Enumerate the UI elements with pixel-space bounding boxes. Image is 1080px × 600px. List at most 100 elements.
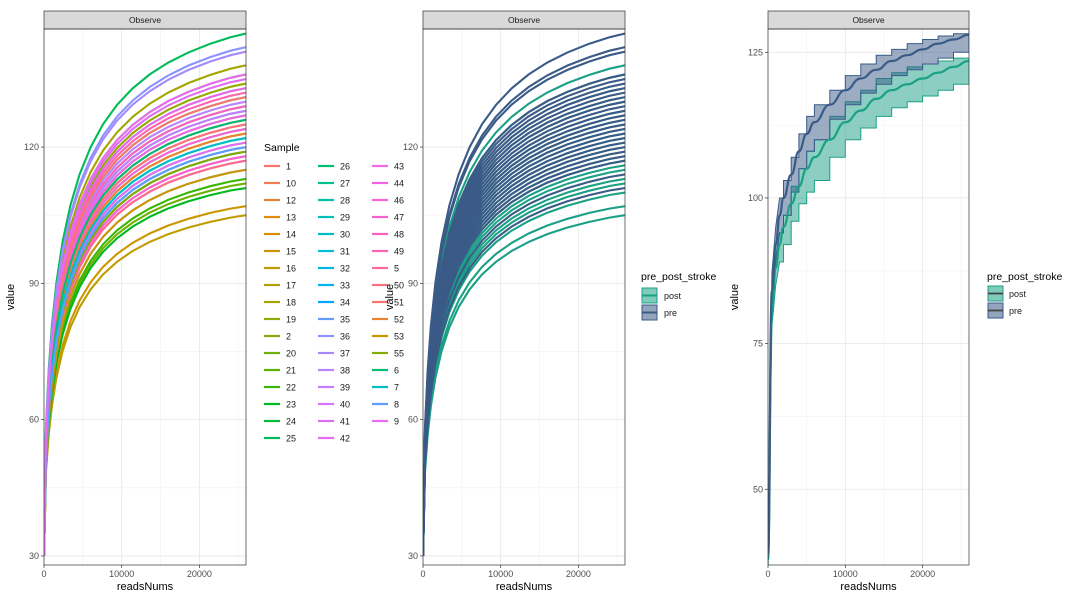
x-tick-label: 20000: [566, 569, 591, 579]
series-line-16: [44, 214, 246, 556]
legend-entry-label: 49: [394, 247, 404, 257]
y-tick-label: 100: [748, 193, 763, 203]
legend-entry-label: 51: [394, 298, 404, 308]
legend-entry-label: 53: [394, 332, 404, 342]
series-lines: [423, 32, 625, 556]
x-tick-label: 20000: [187, 569, 212, 579]
legend-entry-label: 14: [286, 230, 296, 240]
legend-entry-label: 30: [340, 230, 350, 240]
legend-entry-label: 55: [394, 349, 404, 359]
panel-ribbon: Observe 0 10000 20000 50 75 100 125 readsNums val…: [729, 10, 970, 593]
legend-entry-label: 38: [340, 366, 350, 376]
legend-entry-label: 28: [340, 196, 350, 206]
group-line-pre: [423, 32, 625, 556]
legend-entry-label: 15: [286, 247, 296, 257]
legend-entry-label: 23: [286, 400, 296, 410]
legend-entry-label: 31: [340, 247, 350, 257]
legend-entry-label: 21: [286, 366, 296, 376]
x-tick-label: 20000: [910, 569, 935, 579]
legend-entry-label: 41: [340, 417, 350, 427]
legend-entry-label: 36: [340, 332, 350, 342]
legend-entry-label: 48: [394, 230, 404, 240]
y-tick-label: 60: [29, 415, 39, 425]
legend-entry-label: 9: [394, 417, 399, 427]
y-tick-label: 120: [403, 142, 418, 152]
y-tick-label: 50: [753, 484, 763, 494]
x-tick-label: 0: [765, 569, 770, 579]
legend-entry-label: pre: [664, 308, 677, 318]
legend-entry-label: 37: [340, 349, 350, 359]
legend-entry-label: 2: [286, 332, 291, 342]
legend-entry-label: 10: [286, 179, 296, 189]
facet-strip-label: Observe: [508, 15, 540, 25]
legend-entry-label: 8: [394, 400, 399, 410]
legend-entry-label: 27: [340, 179, 350, 189]
legend-entry-label: 39: [340, 383, 350, 393]
y-tick-label: 60: [408, 415, 418, 425]
x-tick-label: 10000: [109, 569, 134, 579]
legend-entry-label: post: [1009, 289, 1027, 299]
y-tick-label: 90: [408, 278, 418, 288]
panel-border: [767, 28, 970, 566]
panel-border: [43, 28, 247, 566]
y-tick-label: 120: [24, 142, 39, 152]
legend-entry-label: 50: [394, 281, 404, 291]
legend-entry-label: 18: [286, 298, 296, 308]
legend-entry-label: 34: [340, 298, 350, 308]
legend-entry-label: 46: [394, 196, 404, 206]
y-tick-label: 90: [29, 278, 39, 288]
x-tick-label: 0: [420, 569, 425, 579]
mean-line-post: [768, 59, 969, 561]
legend-entry-label: 19: [286, 315, 296, 325]
legend-entry-label: 1: [286, 162, 291, 172]
ribbon-pre: [768, 30, 969, 565]
legend-title: pre_post_stroke: [987, 271, 1062, 283]
x-axis-label: readsNums: [117, 581, 174, 593]
legend-entry-label: 12: [286, 196, 296, 206]
legend-entry-label: 44: [394, 179, 404, 189]
y-axis-label: value: [5, 284, 17, 310]
x-tick-label: 10000: [488, 569, 513, 579]
legend-entry-label: 47: [394, 213, 404, 223]
series-line-9: [44, 73, 246, 556]
mean-line-pre: [768, 33, 969, 555]
y-tick-label: 30: [408, 551, 418, 561]
y-axis-label: value: [729, 284, 741, 310]
legend-entry-label: 7: [394, 383, 399, 393]
legend-title: pre_post_stroke: [641, 271, 716, 283]
panel-border: [422, 28, 626, 566]
legend-entry-label: 20: [286, 349, 296, 359]
legend-entry-label: 29: [340, 213, 350, 223]
legend-entry-label: 33: [340, 281, 350, 291]
y-tick-label: 30: [29, 551, 39, 561]
legend-entry-label: 40: [340, 400, 350, 410]
legend-entry-label: 25: [286, 434, 296, 444]
legend-entry-label: 26: [340, 162, 350, 172]
legend-entry-label: 42: [340, 434, 350, 444]
legend-entry-label: 22: [286, 383, 296, 393]
legend-title: Sample: [264, 142, 300, 154]
facet-strip-label: Observe: [852, 15, 884, 25]
x-tick-label: 0: [41, 569, 46, 579]
y-tick-label: 75: [753, 339, 763, 349]
legend-entry-label: 6: [394, 366, 399, 376]
legend-entry-label: 16: [286, 264, 296, 274]
legend-entry-label: 32: [340, 264, 350, 274]
legend-entry-label: 13: [286, 213, 296, 223]
legend-entry-label: 52: [394, 315, 404, 325]
y-axis-label: value: [384, 284, 396, 310]
legend-entry-label: post: [664, 291, 682, 301]
panel-sample: Observe 0 10000 20000 30 60 90 120 readsNums valu…: [5, 10, 247, 593]
legend-entry-label: 43: [394, 162, 404, 172]
legend-entry-label: 24: [286, 417, 296, 427]
x-tick-label: 10000: [833, 569, 858, 579]
x-axis-label: readsNums: [496, 581, 553, 593]
legend-entry-label: 5: [394, 264, 399, 274]
x-axis-label: readsNums: [840, 581, 897, 593]
facet-strip-label: Observe: [129, 15, 161, 25]
legend-entry-label: 35: [340, 315, 350, 325]
panel-group: Observe 0 10000 20000 30 60 90 120 readsNums valu…: [384, 10, 626, 593]
